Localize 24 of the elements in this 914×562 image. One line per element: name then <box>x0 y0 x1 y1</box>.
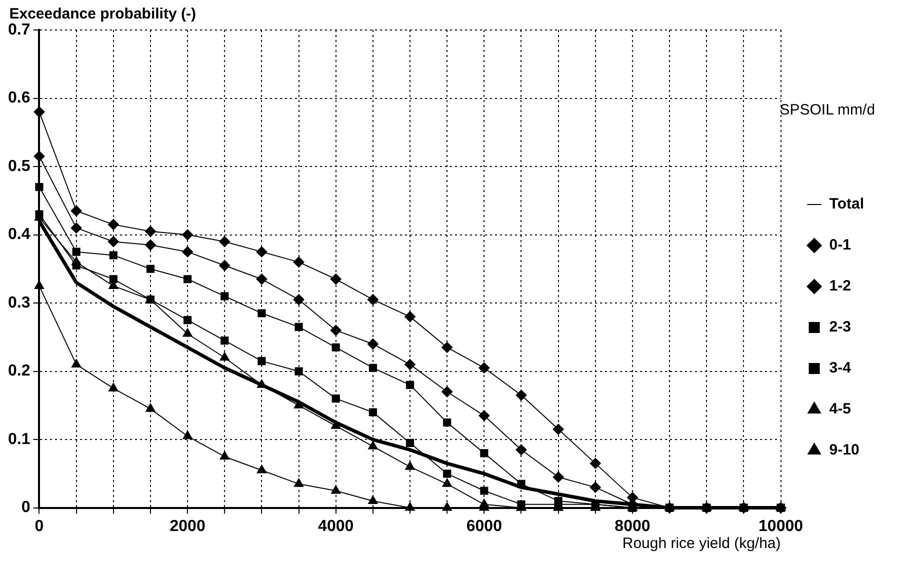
x-tick-label: 6000 <box>466 518 502 535</box>
legend-label: 9-10 <box>829 442 860 459</box>
x-tick-label: 2000 <box>170 518 206 535</box>
x-tick-label: 0 <box>34 518 44 535</box>
x-tick-label: 8000 <box>614 518 650 535</box>
legend-label: 4-5 <box>829 400 851 418</box>
x-tick-label: 4000 <box>318 518 354 535</box>
y-tick-label: 0.7 <box>8 21 30 38</box>
y-tick-label: 0.6 <box>8 90 30 107</box>
legend-title: SPSOIL mm/d <box>780 102 876 119</box>
legend-label: 0-1 <box>829 236 851 254</box>
legend-label: 3-4 <box>829 360 852 377</box>
legend-label: 1-2 <box>829 278 851 295</box>
y-tick-label: 0.2 <box>8 362 30 380</box>
y-axis-title: Exceedance probability (-) <box>9 6 196 23</box>
x-axis-title: Rough rice yield (kg/ha) <box>622 535 781 552</box>
x-tick-label: 10000 <box>758 518 804 535</box>
legend-label: 2-3 <box>829 318 851 336</box>
y-tick-label: 0.3 <box>8 294 30 312</box>
legend-label: Total <box>829 196 864 213</box>
y-tick-label: 0.5 <box>8 158 30 175</box>
y-tick-label: 0 <box>21 499 30 516</box>
y-tick-label: 0.4 <box>8 226 30 244</box>
y-tick-label: 0.1 <box>8 430 30 448</box>
